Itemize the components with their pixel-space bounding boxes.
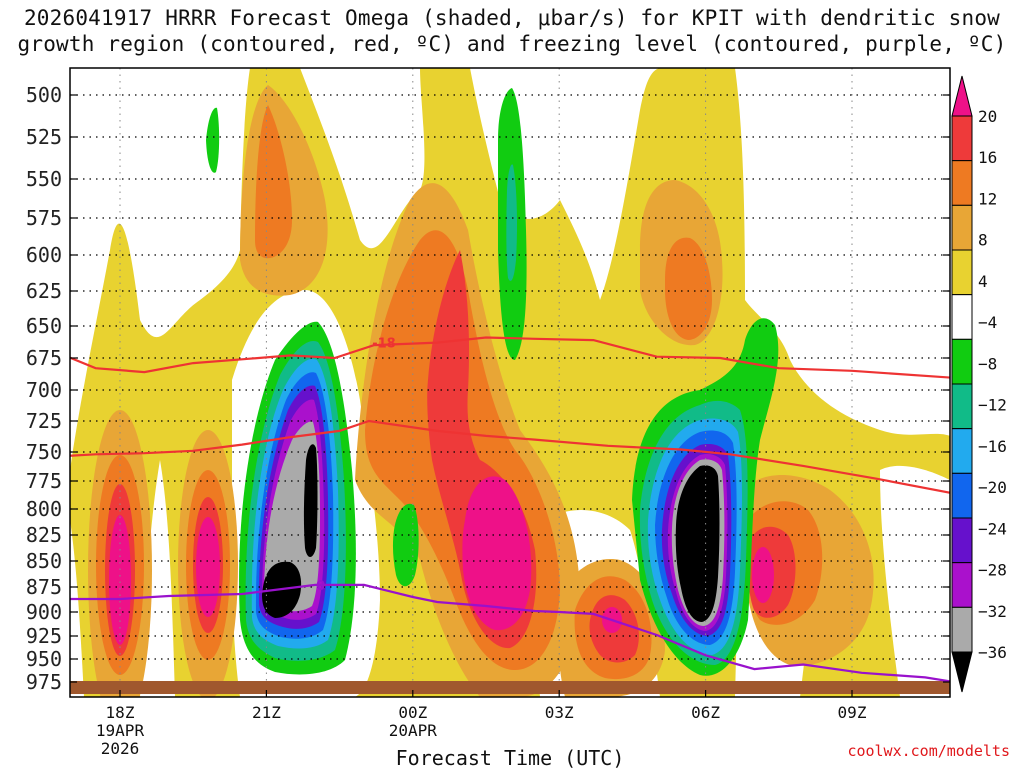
colorbar-segment (951, 249, 973, 296)
y-tick-label: 850 (26, 549, 62, 573)
dgz-contour-minus12 (70, 419, 950, 494)
y-tick-label: 575 (26, 206, 62, 230)
colorbar-segment (951, 338, 973, 385)
y-tick-label: 550 (26, 167, 62, 191)
y-tick-label: 950 (26, 647, 62, 671)
y-tick-label: 975 (26, 670, 62, 694)
colorbar-segment (951, 294, 973, 340)
omega-fill-orange (665, 237, 712, 340)
colorbar-segment (951, 562, 973, 608)
colorbar-label: −4 (978, 313, 997, 332)
y-tick-label: 525 (26, 125, 62, 149)
colorbar-segment (951, 204, 973, 251)
x-axis-label: Forecast Time (UTC) (396, 746, 625, 768)
y-tick-label: 900 (26, 600, 62, 624)
colorbar-segment (951, 517, 973, 564)
omega-fill-magenta (752, 547, 774, 603)
colorbar-label: −12 (978, 396, 1007, 415)
colorbar-segment (951, 472, 973, 519)
dgz-contour-minus18 (70, 336, 950, 379)
y-tick-label: 600 (26, 243, 62, 267)
omega-fill-teal (506, 164, 517, 281)
x-tick-label: 09Z (838, 703, 867, 722)
omega-fill-black (675, 465, 720, 622)
y-axis: 5005255505756006256506757007257507758008… (26, 83, 950, 694)
y-tick-label: 925 (26, 624, 62, 648)
y-tick-label: 725 (26, 409, 62, 433)
colorbar-label: −32 (978, 602, 1007, 621)
colorbar: 20 16 12 8 4 −4 −8 −12 −16 −20 −24 −28 −32 −36 (951, 75, 1007, 693)
omega-fill-magenta (109, 515, 131, 645)
x-tick-year-label: 2026 (101, 739, 140, 758)
colorbar-label: −20 (978, 478, 1007, 497)
x-tick-date-label: 20APR (389, 721, 438, 740)
omega-fill-magenta (196, 517, 220, 617)
y-tick-label: 825 (26, 523, 62, 547)
y-tick-label: 775 (26, 469, 62, 493)
x-tick-label: 00Z (398, 703, 427, 722)
omega-fill-orange (255, 105, 292, 259)
omega-fill-green (206, 107, 220, 173)
x-tick-label: 18Z (106, 703, 135, 722)
x-tick-label: 06Z (691, 703, 720, 722)
omega-fill-white-gap (880, 465, 950, 697)
colorbar-label: −36 (978, 643, 1007, 662)
y-tick-label: 700 (26, 378, 62, 402)
omega-fill-white-gap (70, 520, 84, 697)
omega-shading (70, 68, 950, 697)
omega-fill-magenta (462, 476, 532, 631)
y-tick-label: 650 (26, 314, 62, 338)
colorbar-label: 4 (978, 272, 988, 291)
colorbar-label: 8 (978, 231, 988, 250)
colorbar-label: 16 (978, 148, 997, 167)
x-tick-label: 03Z (545, 703, 574, 722)
chart-title-line2: growth region (contoured, red, ºC) and f… (17, 32, 1007, 56)
colorbar-segment (951, 160, 973, 206)
colorbar-segment (951, 606, 973, 653)
colorbar-label: −28 (978, 561, 1007, 580)
omega-fill-green (392, 503, 419, 587)
colorbar-label: 20 (978, 107, 997, 126)
colorbar-label: −24 (978, 519, 1007, 538)
colorbar-label: 12 (978, 189, 997, 208)
y-tick-label: 675 (26, 346, 62, 370)
colorbar-label: −16 (978, 437, 1007, 456)
contour-lines: -18 0 (70, 336, 950, 683)
terrain-ground-strip (70, 681, 950, 694)
x-tick-label: 21Z (252, 703, 281, 722)
y-tick-label: 500 (26, 83, 62, 107)
omega-fill-black (303, 444, 318, 557)
colorbar-label: −8 (978, 354, 997, 373)
credit-text: coolwx.com/modelts (847, 742, 1010, 760)
dgz-contour-label: -18 (372, 337, 396, 352)
y-tick-label: 750 (26, 440, 62, 464)
colorbar-segment (951, 383, 973, 430)
y-tick-label: 800 (26, 497, 62, 521)
colorbar-top-arrow (951, 75, 973, 117)
y-tick-label: 875 (26, 575, 62, 599)
freezing-level-contour (70, 583, 950, 683)
colorbar-segment (951, 115, 973, 162)
x-tick-date-label: 19APR (96, 721, 145, 740)
chart-gridlines (70, 68, 950, 697)
plot-frame (69, 67, 951, 698)
y-tick-label: 625 (26, 279, 62, 303)
colorbar-bottom-arrow (951, 651, 973, 693)
colorbar-segment (951, 428, 973, 474)
chart-title-line1: 2026041917 HRRR Forecast Omega (shaded, … (23, 6, 1001, 30)
freezing-level-label: 0 (316, 579, 325, 594)
